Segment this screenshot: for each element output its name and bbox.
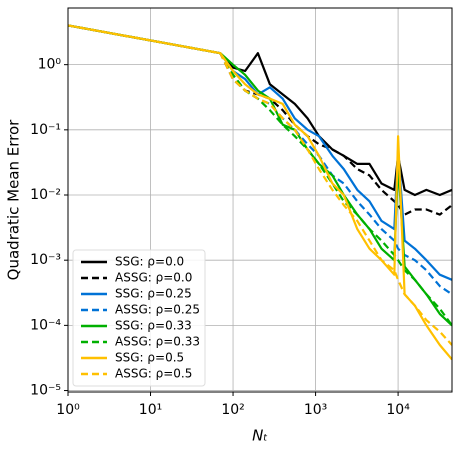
series-line	[68, 24, 452, 216]
series-line	[68, 24, 452, 296]
series-line	[68, 24, 452, 197]
series-line	[68, 24, 452, 361]
legend-label: ASSG: ρ=0.25	[115, 303, 200, 317]
legend-label: SSG: ρ=0.5	[115, 351, 184, 365]
legend-label: SSG: ρ=0.25	[115, 287, 192, 301]
x-tick-label: 10¹	[139, 402, 162, 418]
x-axis-label: Nₜ	[252, 427, 268, 445]
legend-label: ASSG: ρ=0.5	[115, 367, 192, 381]
y-tick-label: 10⁻²	[30, 187, 61, 203]
legend-label: ASSG: ρ=0.33	[115, 335, 200, 349]
x-tick-label: 10³	[304, 402, 327, 418]
x-tick-label: 10⁰	[56, 402, 80, 418]
y-tick-label: 10⁻¹	[30, 122, 61, 138]
y-tick-label: 10⁻⁴	[30, 317, 61, 333]
plot-frame	[67, 7, 453, 393]
series-line	[68, 24, 452, 327]
y-axis-label: Quadratic Mean Error	[5, 119, 23, 280]
y-tick-label: 10⁻³	[30, 252, 61, 268]
x-tick-label: 10²	[221, 402, 244, 418]
legend-label: SSG: ρ=0.0	[115, 255, 184, 269]
legend-box	[72, 249, 206, 387]
y-tick-label: 10⁰	[38, 57, 62, 73]
legend-label: SSG: ρ=0.33	[115, 319, 192, 333]
series-line	[68, 24, 452, 346]
series-line	[68, 24, 452, 281]
y-tick-label: 10⁻⁵	[30, 383, 61, 399]
x-tick-label: 10⁴	[386, 402, 410, 418]
legend-label: ASSG: ρ=0.0	[115, 271, 192, 285]
